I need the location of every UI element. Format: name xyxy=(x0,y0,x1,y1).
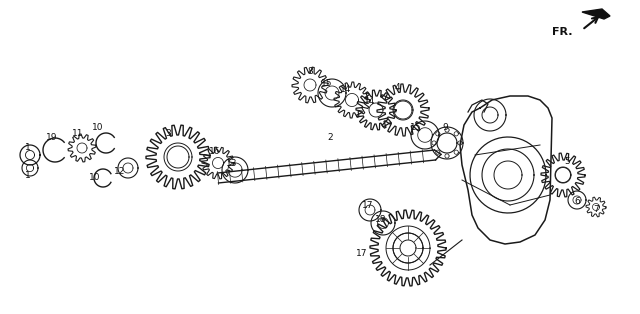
Polygon shape xyxy=(582,9,610,19)
Text: 17: 17 xyxy=(356,248,368,257)
Text: 14: 14 xyxy=(364,98,376,106)
Text: 3: 3 xyxy=(165,129,171,138)
Text: 19: 19 xyxy=(46,133,58,143)
Text: 12: 12 xyxy=(115,167,125,176)
Text: 8: 8 xyxy=(307,68,313,77)
Text: FR.: FR. xyxy=(552,27,572,37)
Text: 10: 10 xyxy=(89,174,100,182)
Text: 1: 1 xyxy=(25,143,31,153)
Text: 9: 9 xyxy=(442,123,448,133)
Text: 10: 10 xyxy=(92,122,104,132)
Text: 6: 6 xyxy=(574,198,580,207)
Text: 2: 2 xyxy=(327,133,333,143)
Text: 13: 13 xyxy=(227,159,237,167)
Text: 15: 15 xyxy=(321,78,333,88)
Text: 7: 7 xyxy=(593,205,599,214)
Text: 14: 14 xyxy=(340,85,352,95)
Text: 5: 5 xyxy=(564,158,570,166)
Text: 15: 15 xyxy=(410,123,422,133)
Text: 4: 4 xyxy=(394,84,400,93)
Text: 16: 16 xyxy=(209,148,221,156)
Text: 18: 18 xyxy=(375,215,387,225)
Text: 1: 1 xyxy=(25,171,31,180)
Text: 11: 11 xyxy=(72,128,84,138)
Text: 17: 17 xyxy=(362,201,374,209)
